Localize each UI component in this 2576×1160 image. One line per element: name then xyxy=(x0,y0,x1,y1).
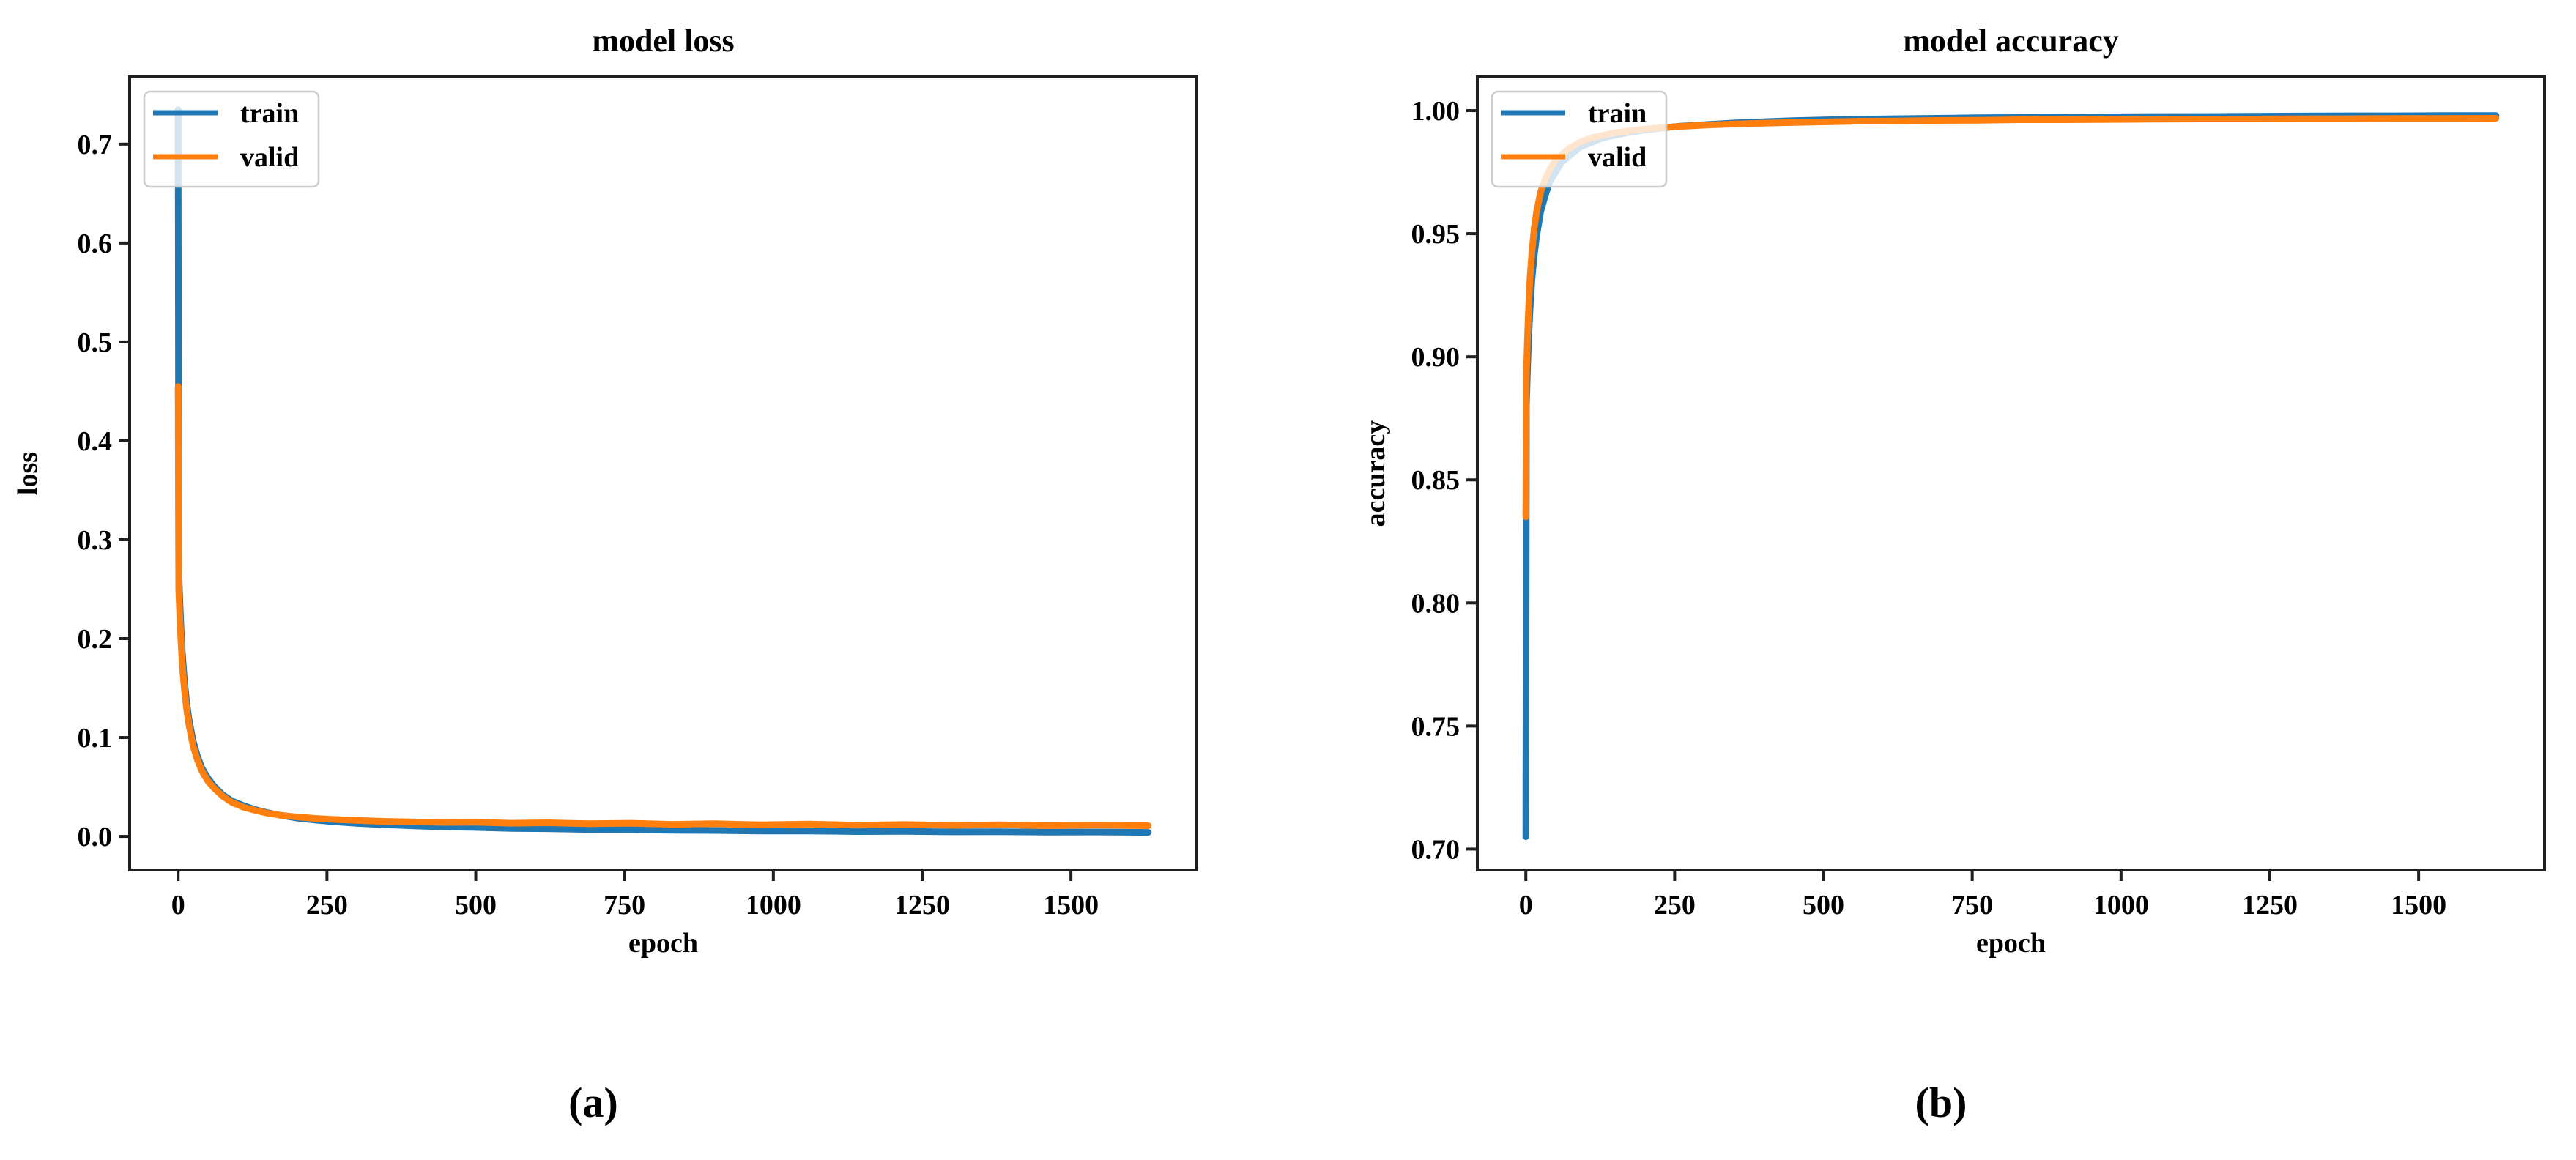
x-tick-label: 500 xyxy=(455,890,497,921)
legend-label-train: train xyxy=(240,98,299,129)
y-tick-label: 0.2 xyxy=(78,624,113,655)
y-tick-label: 0.70 xyxy=(1411,834,1460,865)
legend: train valid xyxy=(143,90,320,188)
legend: train valid xyxy=(1491,90,1668,188)
y-tick-label: 0.75 xyxy=(1411,711,1460,742)
x-tick-label: 750 xyxy=(604,890,645,921)
x-axis-label: epoch xyxy=(1976,928,2046,959)
axes-frame xyxy=(128,75,1198,871)
chart-title: model accuracy xyxy=(1903,23,2118,59)
chart-title: model loss xyxy=(592,23,734,59)
y-tick-label: 0.3 xyxy=(78,525,113,556)
x-tick-label: 1250 xyxy=(894,890,950,921)
chart-model-accuracy: 0 250 500 750 1000 1250 1500 0.70 0.75 0.80 0.85 0.… xyxy=(1360,23,2546,959)
legend-label-valid: valid xyxy=(1588,142,1647,173)
y-tick-label: 0.85 xyxy=(1411,465,1460,496)
y-tick-label: 0.0 xyxy=(78,822,113,852)
legend-label-valid: valid xyxy=(240,142,299,173)
y-tick-label: 0.6 xyxy=(78,228,113,259)
subfigure-label-a: (a) xyxy=(568,1079,618,1126)
y-tick-label: 1.00 xyxy=(1411,96,1460,127)
y-tick-label: 0.7 xyxy=(78,130,113,160)
axes-frame xyxy=(1476,75,2546,871)
y-axis-label: accuracy xyxy=(1360,420,1391,527)
y-tick-label: 0.80 xyxy=(1411,588,1460,619)
series-line-valid xyxy=(174,383,1152,829)
x-tick-label: 1250 xyxy=(2242,890,2298,921)
y-tick-label: 0.5 xyxy=(78,327,113,358)
y-tick-label: 0.1 xyxy=(78,723,113,754)
y-axis-label: loss xyxy=(12,452,43,495)
y-tick-label: 0.95 xyxy=(1411,219,1460,250)
series-line-valid xyxy=(1522,115,2500,521)
x-tick-label: 0 xyxy=(1519,890,1533,921)
x-tick-label: 1500 xyxy=(1043,890,1099,921)
series-line-train xyxy=(1522,112,2500,841)
x-tick-label: 500 xyxy=(1803,890,1844,921)
x-tick-label: 1500 xyxy=(2391,890,2446,921)
chart-model-loss: 0 250 500 750 1000 1250 1500 0.0 0.1 0.2 0.3 0.4 0.5… xyxy=(12,23,1198,959)
y-tick-label: 0.90 xyxy=(1411,342,1460,373)
x-tick-label: 250 xyxy=(1654,890,1696,921)
x-tick-label: 750 xyxy=(1951,890,1993,921)
x-tick-label: 1000 xyxy=(2093,890,2149,921)
x-axis-label: epoch xyxy=(628,928,698,959)
legend-label-train: train xyxy=(1588,98,1647,129)
subfigure-label-b: (b) xyxy=(1915,1079,1967,1126)
x-tick-label: 1000 xyxy=(746,890,801,921)
y-tick-label: 0.4 xyxy=(78,426,113,457)
series-line-train xyxy=(174,106,1152,836)
x-tick-label: 250 xyxy=(306,890,348,921)
x-tick-label: 0 xyxy=(171,890,185,921)
